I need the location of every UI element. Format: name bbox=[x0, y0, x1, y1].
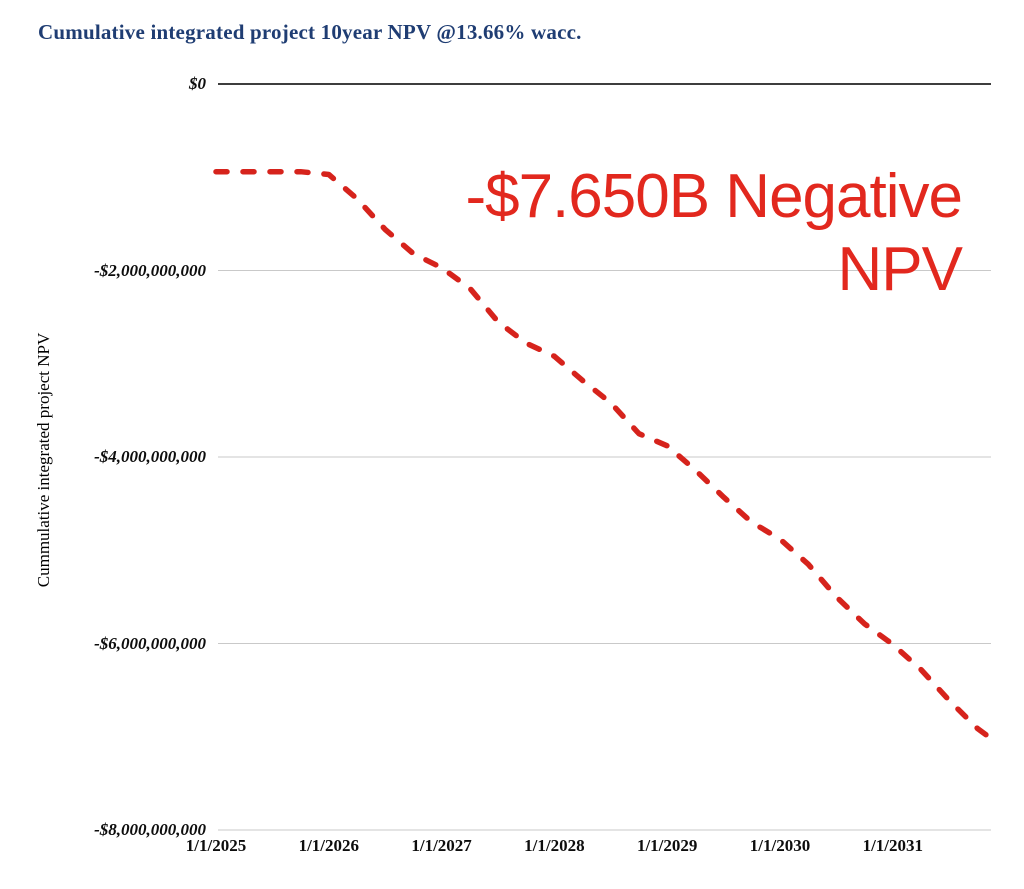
gridlines bbox=[218, 83, 991, 831]
negative-npv-annotation: -$7.650B Negative NPV bbox=[465, 160, 963, 306]
annotation-line-2: NPV bbox=[837, 235, 963, 304]
chart-title: Cumulative integrated project 10year NPV… bbox=[38, 20, 582, 44]
npv-series-line bbox=[213, 168, 992, 740]
annotation-line-1: -$7.650B Negative bbox=[465, 162, 963, 231]
